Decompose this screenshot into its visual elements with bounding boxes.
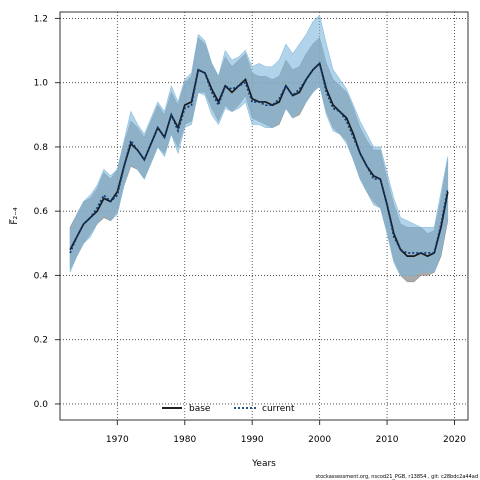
x-axis-title: Years	[251, 459, 276, 469]
x-tick-label: 1990	[241, 435, 264, 445]
grid	[60, 12, 468, 420]
legend-label-current: current	[262, 404, 295, 414]
y-tick-label: 1.2	[34, 14, 48, 24]
series-lines	[69, 61, 449, 258]
confidence-bands	[69, 14, 449, 283]
y-axis-title: F̅₂₋₄	[8, 207, 20, 225]
y-tick-label: 0.6	[34, 207, 49, 217]
y-tick-label: 0.8	[34, 143, 49, 153]
legend-label-base: base	[189, 404, 211, 414]
footer-credit: stockassessment.org, nscod21_PGB, r13854…	[316, 474, 478, 480]
x-tick-label: 2000	[308, 435, 331, 445]
y-axis: 0.0 0.2 0.4 0.6 0.8 1.0 1.2	[34, 14, 60, 410]
x-axis: 1970 1980 1990 2000 2010 2020	[106, 420, 466, 445]
y-tick-label: 0.2	[34, 336, 48, 346]
band-current	[69, 14, 449, 276]
x-tick-label: 2020	[443, 435, 466, 445]
plot-frame	[59, 11, 469, 421]
x-tick-label: 1980	[173, 435, 196, 445]
y-tick-label: 0.4	[34, 271, 49, 281]
y-tick-label: 0.0	[34, 400, 49, 410]
x-tick-label: 1970	[106, 435, 129, 445]
x-tick-label: 2010	[376, 435, 399, 445]
series-line-current	[69, 61, 449, 254]
y-tick-label: 1.0	[34, 79, 49, 89]
legend: base current	[162, 404, 295, 414]
